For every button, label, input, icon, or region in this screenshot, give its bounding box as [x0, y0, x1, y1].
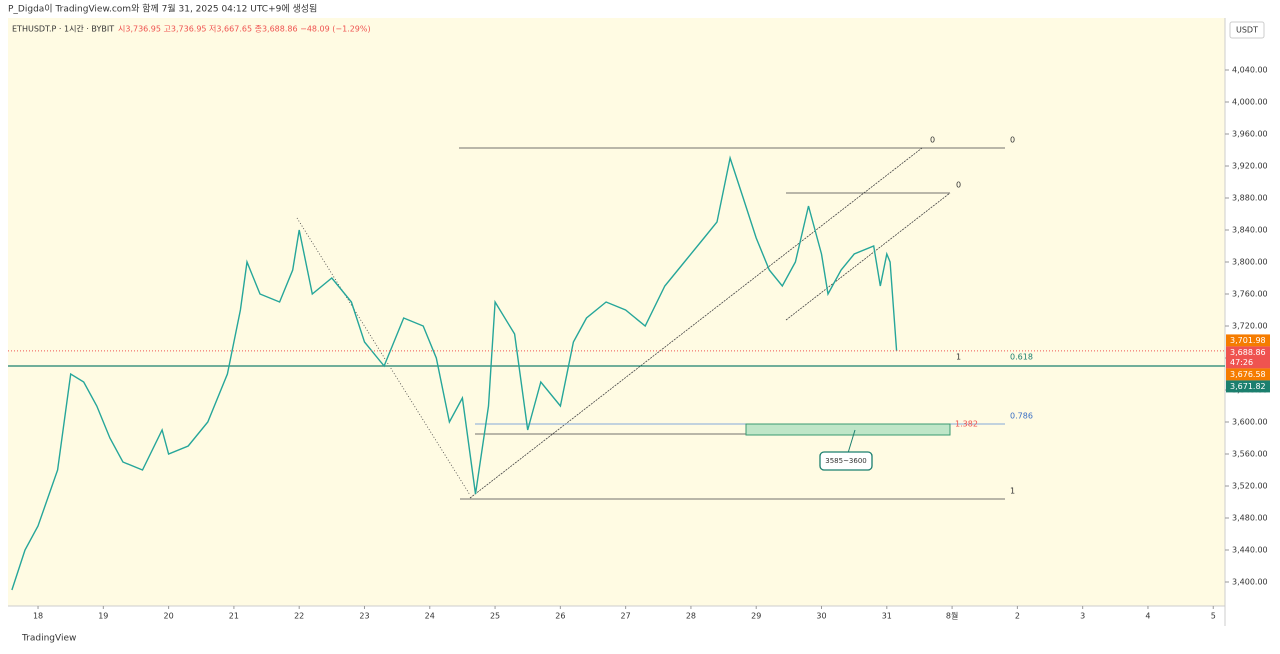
- y-tick-label: 4,040.00: [1232, 66, 1268, 75]
- legend-ohlc: 시3,736.95 고3,736.95 저3,667.65 종3,688.86 …: [118, 25, 371, 34]
- x-tick-label: 22: [294, 612, 304, 621]
- x-tick-label: 30: [816, 612, 826, 621]
- price-tag: [1226, 380, 1270, 393]
- y-tick-label: 3,880.00: [1232, 194, 1268, 203]
- y-tick-label: 3,600.00: [1232, 418, 1268, 427]
- fib-label: 1.382: [955, 420, 978, 429]
- legend-symbol: ETHUSDT.P · 1시간 · BYBIT: [12, 24, 114, 34]
- y-tick-label: 3,440.00: [1232, 546, 1268, 555]
- y-tick-label: 3,560.00: [1232, 450, 1268, 459]
- x-tick-label: 18: [33, 612, 43, 621]
- fib-label: 1: [1010, 487, 1015, 496]
- x-tick-label: 8월: [946, 611, 958, 621]
- y-tick-label: 3,920.00: [1232, 162, 1268, 171]
- x-tick-label: 20: [164, 612, 174, 621]
- y-tick-label: 4,000.00: [1232, 98, 1268, 107]
- callout-pointer: [847, 429, 856, 454]
- zone-box: [745, 423, 951, 436]
- price-tag: [1226, 368, 1270, 381]
- y-tick-label: 3,480.00: [1232, 514, 1268, 523]
- x-tick-label: 3: [1080, 612, 1085, 621]
- fib-label: 0.618: [1010, 353, 1033, 362]
- y-tick-label: 3,960.00: [1232, 130, 1268, 139]
- trend-line: [296, 217, 471, 496]
- x-tick-label: 2: [1015, 612, 1020, 621]
- price-tag-label: 3,688.86: [1230, 348, 1266, 357]
- y-tick-label: 3,840.00: [1232, 226, 1268, 235]
- plot-bg: [8, 18, 1225, 606]
- price-tag-countdown: 47:26: [1230, 358, 1253, 367]
- x-tick-label: 5: [1211, 612, 1216, 621]
- x-tick-label: 4: [1145, 612, 1150, 621]
- x-tick-label: 31: [882, 612, 892, 621]
- x-tick-label: 25: [490, 612, 500, 621]
- x-tick-label: 27: [621, 612, 631, 621]
- price-tag-label: 3,701.98: [1230, 336, 1266, 345]
- fib-label: 0: [1010, 136, 1015, 145]
- fib-label: 1: [956, 353, 961, 362]
- y-tick-label: 3,800.00: [1232, 258, 1268, 267]
- fib-label: 0: [956, 181, 961, 190]
- x-tick-label: 28: [686, 612, 696, 621]
- y-tick-label: 3,760.00: [1232, 290, 1268, 299]
- trend-line: [469, 147, 923, 499]
- currency[interactable]: USDT: [1236, 26, 1258, 35]
- trend-line: [785, 192, 951, 321]
- price-tag-label: 3,671.82: [1230, 382, 1266, 391]
- header-credit: P_Digda이 TradingView.com와 함께 7월 31, 2025…: [8, 3, 317, 15]
- x-tick-label: 21: [229, 612, 239, 621]
- x-tick-label: 26: [555, 612, 565, 621]
- x-tick-label: 24: [425, 612, 435, 621]
- y-tick-label: 3,400.00: [1232, 578, 1268, 587]
- x-tick-label: 23: [359, 612, 369, 621]
- fib-label: 0.786: [1010, 412, 1033, 421]
- zone-label: 3585~3600: [825, 457, 867, 465]
- price-tag: [1226, 346, 1270, 369]
- currency-box[interactable]: [1229, 21, 1265, 39]
- callout-box: [819, 451, 873, 471]
- y-tick-label: 3,520.00: [1232, 482, 1268, 491]
- x-tick-label: 29: [751, 612, 761, 621]
- y-tick-label: 3,720.00: [1232, 322, 1268, 331]
- x-tick-label: 19: [98, 612, 108, 621]
- fib-label: 0: [930, 136, 935, 145]
- price-tag-label: 3,676.58: [1230, 370, 1266, 379]
- price-line: [11, 155, 898, 591]
- footer-logo: TradingView: [21, 634, 76, 644]
- price-tag: [1226, 334, 1270, 347]
